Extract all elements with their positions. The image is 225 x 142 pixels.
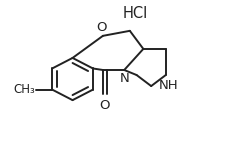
Text: NH: NH bbox=[158, 79, 178, 92]
Text: CH₃: CH₃ bbox=[13, 83, 35, 96]
Text: N: N bbox=[119, 72, 129, 85]
Text: O: O bbox=[99, 99, 110, 111]
Text: HCl: HCl bbox=[122, 6, 147, 21]
Text: O: O bbox=[96, 21, 107, 34]
